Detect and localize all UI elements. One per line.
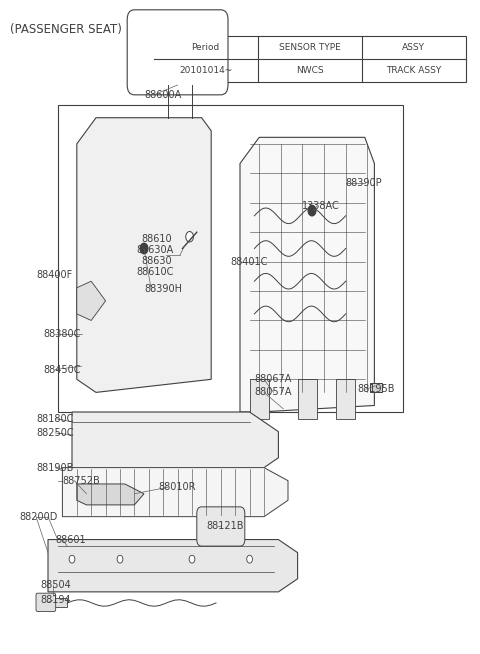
Polygon shape [48,598,67,607]
FancyBboxPatch shape [127,10,228,95]
Polygon shape [72,412,278,477]
Text: 88610: 88610 [142,233,172,244]
Circle shape [69,555,75,563]
Circle shape [117,555,123,563]
Text: 88121B: 88121B [206,521,244,532]
Circle shape [308,205,316,216]
Circle shape [186,232,193,242]
Text: 88190B: 88190B [36,462,73,473]
Text: 88450C: 88450C [43,364,81,375]
Bar [336,379,355,419]
Text: 88504: 88504 [41,580,72,591]
Text: 88057A: 88057A [254,387,292,398]
Text: ASSY: ASSY [402,43,425,52]
Text: 88010R: 88010R [158,482,196,492]
Circle shape [189,555,195,563]
Text: 88401C: 88401C [230,256,268,267]
Circle shape [247,555,252,563]
Text: Period: Period [192,43,220,52]
FancyBboxPatch shape [197,507,245,546]
Polygon shape [240,137,374,412]
Text: 88600A: 88600A [144,90,181,100]
FancyBboxPatch shape [36,593,56,611]
Text: NWCS: NWCS [296,66,324,75]
Text: 88195B: 88195B [358,384,395,394]
Circle shape [140,243,148,254]
Text: 88380C: 88380C [43,328,81,339]
Text: 88180C: 88180C [36,413,73,424]
Bar [250,379,269,419]
Text: 88390P: 88390P [346,178,382,188]
Text: 88752B: 88752B [62,475,100,486]
Text: SENSOR TYPE: SENSOR TYPE [279,43,340,52]
Bar [298,379,317,419]
Text: 88194: 88194 [41,595,72,606]
Bar [58,105,403,412]
Text: 88390H: 88390H [144,284,182,294]
Polygon shape [48,540,298,592]
Text: 88250C: 88250C [36,428,73,438]
Text: (PASSENGER SEAT): (PASSENGER SEAT) [10,23,121,36]
Text: 88630: 88630 [142,256,172,266]
Polygon shape [77,118,211,392]
Text: TRACK ASSY: TRACK ASSY [386,66,441,75]
Text: 88630A: 88630A [137,245,174,255]
Text: 88400F: 88400F [36,269,72,280]
Text: 88601: 88601 [55,534,86,545]
Polygon shape [77,281,106,320]
Bar [370,383,382,392]
Text: 88610C: 88610C [137,267,174,277]
Text: 88200D: 88200D [19,511,58,522]
Text: 1338AC: 1338AC [302,201,340,211]
Polygon shape [77,484,144,505]
Text: 20101014~: 20101014~ [179,66,232,75]
Text: 88067A: 88067A [254,374,292,385]
Polygon shape [62,468,288,517]
Bar [154,36,466,82]
